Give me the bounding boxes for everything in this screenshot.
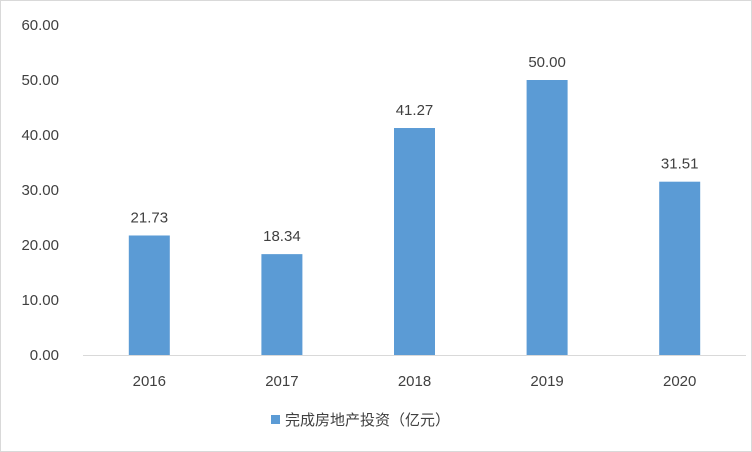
y-tick-label: 10.00	[21, 292, 59, 309]
y-axis: 0.00 10.00 20.00 30.00 40.00 50.00 60.00	[21, 17, 59, 364]
y-tick-label: 30.00	[21, 182, 59, 199]
data-labels: 21.73 18.34 41.27 50.00 31.51	[131, 54, 699, 245]
bars	[128, 80, 701, 355]
legend: 完成房地产投资（亿元）	[271, 412, 450, 429]
data-label: 18.34	[263, 228, 301, 245]
data-label: 41.27	[396, 102, 434, 119]
x-axis: 2016 2017 2018 2019 2020	[83, 355, 746, 390]
data-label: 21.73	[131, 209, 169, 226]
data-label: 31.51	[661, 156, 699, 173]
x-tick-label: 2018	[398, 373, 431, 390]
data-label: 50.00	[528, 54, 566, 71]
y-tick-label: 0.00	[30, 347, 59, 364]
bar	[128, 235, 170, 355]
x-tick-label: 2019	[530, 373, 563, 390]
y-tick-label: 40.00	[21, 127, 59, 144]
bar	[394, 128, 435, 355]
legend-label: 完成房地产投资（亿元）	[285, 412, 450, 429]
bar	[526, 80, 568, 355]
y-tick-label: 50.00	[21, 72, 59, 89]
x-tick-label: 2016	[133, 373, 166, 390]
legend-swatch	[271, 415, 280, 424]
bar	[261, 254, 303, 355]
y-tick-label: 60.00	[21, 17, 59, 34]
bar	[659, 181, 701, 355]
x-tick-label: 2017	[265, 373, 298, 390]
x-tick-label: 2020	[663, 373, 696, 390]
y-tick-label: 20.00	[21, 237, 59, 254]
